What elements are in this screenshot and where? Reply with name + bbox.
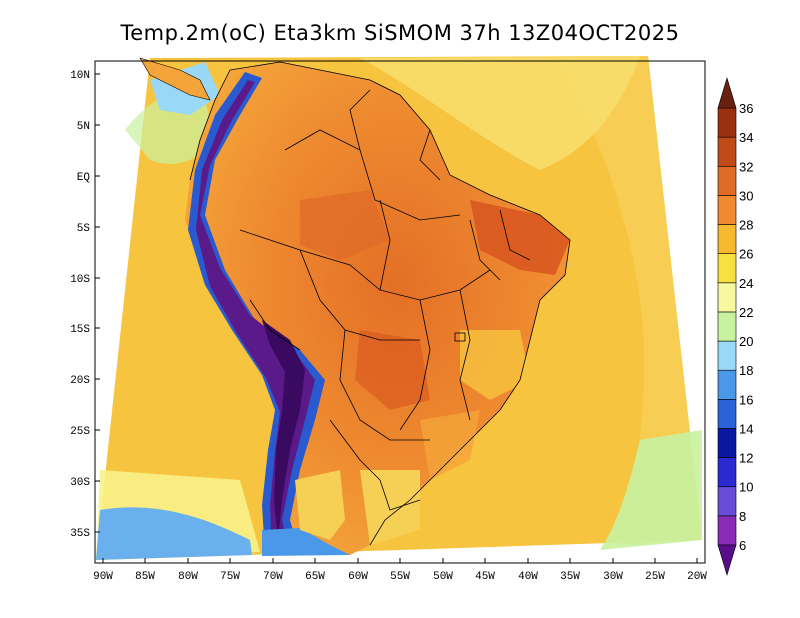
warm-zone-southeast — [420, 410, 480, 480]
colorbar-label: 34 — [739, 130, 753, 145]
lon-label: 35W — [560, 571, 580, 583]
colorbar-segment — [717, 165, 737, 196]
colorbar-low-triangle — [717, 544, 737, 577]
colorbar-segment — [717, 340, 737, 371]
colorbar-label: 36 — [739, 101, 753, 116]
hot-zone-central — [355, 330, 430, 410]
colorbar-segment — [717, 428, 737, 458]
ocean-east-cool — [560, 56, 702, 545]
colorbar-segment — [717, 107, 737, 138]
patagonia-cool — [295, 470, 345, 540]
colorbar-segment — [717, 457, 737, 488]
hot-zone-northeast — [470, 200, 570, 275]
map-title: Temp.2m(oC) Eta3km SiSMOM 37h 13Z04OCT20… — [120, 21, 680, 45]
lon-label: 70W — [263, 571, 283, 583]
colorbar-segment — [717, 369, 737, 400]
lon-label: 75W — [220, 571, 240, 583]
latitude-axis: 10N 5N EQ 5S 10S 15S 20S 25S 30S 35S — [70, 70, 100, 540]
lon-label: 20W — [687, 571, 707, 583]
colorbar-label: 20 — [739, 334, 753, 349]
lon-label: 40W — [518, 571, 538, 583]
longitude-axis: 90W 85W 80W 75W 70W 65W 60W 55W 50W 45W … — [93, 558, 707, 583]
colorbar-label: 10 — [739, 480, 753, 495]
cool-zone-highlands — [460, 330, 530, 400]
colorbar-segment — [717, 282, 737, 313]
cool-zone-south — [360, 470, 420, 545]
colorbar-label: 18 — [739, 363, 753, 378]
colorbar-segment — [717, 253, 737, 284]
colorbar-segment — [717, 399, 737, 429]
hot-zone-amazon — [300, 190, 390, 260]
colorbar-label: 28 — [739, 218, 753, 233]
colorbar-segment — [717, 195, 737, 225]
lon-label: 25W — [645, 571, 665, 583]
colorbar-label: 30 — [739, 188, 753, 203]
lon-label: 30W — [603, 571, 623, 583]
colorbar-segment — [717, 224, 737, 254]
lat-label: 10S — [70, 274, 90, 286]
lon-label: 60W — [348, 571, 368, 583]
colorbar-label: 8 — [739, 509, 746, 524]
ocean-southwest-cold — [96, 507, 252, 560]
lat-label: 30S — [70, 477, 90, 489]
colorbar-high-triangle — [717, 76, 737, 109]
lat-label: 5S — [77, 223, 91, 235]
lon-label: 50W — [433, 571, 453, 583]
ocean-southeast-cold — [600, 430, 702, 550]
central-america — [139, 57, 211, 101]
lon-label: 80W — [178, 571, 198, 583]
colorbar-label: 14 — [739, 421, 753, 436]
colorbar-label: 24 — [739, 276, 753, 291]
lon-label: 90W — [93, 571, 113, 583]
lat-label: 15S — [70, 324, 90, 336]
political-borders — [189, 61, 571, 546]
colorbar-segment — [717, 311, 737, 342]
andes-south-glacier — [262, 528, 350, 556]
lon-label: 45W — [475, 571, 495, 583]
lat-label: 35S — [70, 528, 90, 540]
lon-label: 85W — [135, 571, 155, 583]
colorbar-label: 32 — [739, 159, 753, 174]
plot-area — [94, 56, 706, 564]
lat-label: 5N — [77, 121, 90, 133]
lat-label: 20S — [70, 375, 90, 387]
colorbar-segment — [717, 136, 737, 167]
colorbar-label: 6 — [739, 538, 746, 553]
lat-label: EQ — [77, 172, 91, 184]
lat-label: 10N — [70, 70, 90, 82]
colorbar-label: 26 — [739, 247, 753, 262]
colorbar-segment — [717, 486, 737, 517]
colorbar-label: 16 — [739, 392, 753, 407]
lat-label: 25S — [70, 426, 90, 438]
lon-label: 65W — [305, 571, 325, 583]
colorbar: 36 34 32 30 28 26 24 22 20 18 16 14 12 10 8 6 — [717, 76, 753, 577]
colorbar-label: 12 — [739, 451, 753, 466]
colorbar-segment — [717, 515, 737, 546]
andes-peaks — [262, 320, 305, 540]
ocean-north-cool — [360, 56, 640, 170]
lon-label: 55W — [390, 571, 410, 583]
colorbar-label: 22 — [739, 305, 753, 320]
